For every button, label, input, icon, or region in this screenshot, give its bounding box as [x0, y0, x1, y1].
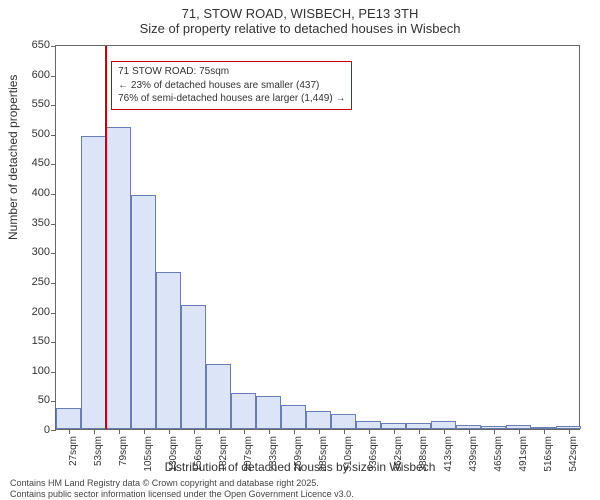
plot-area: 71 STOW ROAD: 75sqm← 23% of detached hou…: [55, 45, 580, 430]
y-tick-label: 550: [32, 98, 50, 110]
footer-line2: Contains public sector information licen…: [10, 489, 354, 500]
x-tick: [169, 429, 170, 434]
y-tick: [51, 283, 56, 284]
y-tick-label: 50: [38, 394, 50, 406]
x-tick: [469, 429, 470, 434]
annotation-line1: 71 STOW ROAD: 75sqm: [118, 65, 345, 79]
histogram-bar: [281, 405, 306, 429]
x-tick: [269, 429, 270, 434]
y-tick-label: 300: [32, 246, 50, 258]
y-axis-label: Number of detached properties: [6, 75, 20, 240]
y-tick: [51, 372, 56, 373]
y-tick-label: 0: [44, 424, 50, 436]
x-tick: [419, 429, 420, 434]
y-tick: [51, 253, 56, 254]
x-tick: [94, 429, 95, 434]
histogram-bar: [156, 272, 181, 429]
histogram-bar: [181, 305, 206, 429]
y-tick: [51, 342, 56, 343]
annotation-line2: ← 23% of detached houses are smaller (43…: [118, 79, 345, 93]
x-tick: [194, 429, 195, 434]
title-block: 71, STOW ROAD, WISBECH, PE13 3TH Size of…: [0, 0, 600, 36]
x-tick: [219, 429, 220, 434]
x-tick: [494, 429, 495, 434]
y-tick-label: 250: [32, 276, 50, 288]
x-tick: [544, 429, 545, 434]
histogram-bar: [306, 411, 331, 429]
x-tick: [69, 429, 70, 434]
y-tick-label: 500: [32, 128, 50, 140]
histogram-bar: [206, 364, 231, 429]
y-tick: [51, 164, 56, 165]
y-tick: [51, 401, 56, 402]
y-tick-label: 200: [32, 306, 50, 318]
histogram-bar: [131, 195, 156, 429]
y-tick: [51, 46, 56, 47]
y-tick: [51, 313, 56, 314]
annotation-line3: 76% of semi-detached houses are larger (…: [118, 92, 345, 106]
y-tick-label: 600: [32, 69, 50, 81]
y-tick: [51, 194, 56, 195]
y-tick: [51, 224, 56, 225]
x-tick: [319, 429, 320, 434]
x-tick: [344, 429, 345, 434]
y-tick: [51, 430, 56, 431]
y-tick-label: 100: [32, 365, 50, 377]
x-tick: [394, 429, 395, 434]
y-tick-label: 400: [32, 187, 50, 199]
y-tick: [51, 105, 56, 106]
x-tick: [519, 429, 520, 434]
x-tick: [444, 429, 445, 434]
reference-line: [105, 46, 107, 429]
histogram-bar: [356, 421, 381, 429]
x-tick: [119, 429, 120, 434]
histogram-bar: [331, 414, 356, 429]
y-tick-label: 350: [32, 217, 50, 229]
annotation-box: 71 STOW ROAD: 75sqm← 23% of detached hou…: [111, 61, 352, 110]
x-tick: [569, 429, 570, 434]
y-tick: [51, 135, 56, 136]
histogram-bar: [81, 136, 106, 429]
y-tick-label: 150: [32, 335, 50, 347]
histogram-bar: [431, 421, 456, 429]
footer-line1: Contains HM Land Registry data © Crown c…: [10, 478, 354, 489]
y-tick-label: 650: [32, 39, 50, 51]
x-tick: [294, 429, 295, 434]
x-tick: [369, 429, 370, 434]
x-tick: [244, 429, 245, 434]
histogram-bar: [106, 127, 131, 429]
histogram-bar: [256, 396, 281, 429]
histogram-bar: [56, 408, 81, 429]
y-tick: [51, 76, 56, 77]
chart-container: 71, STOW ROAD, WISBECH, PE13 3TH Size of…: [0, 0, 600, 500]
title-line1: 71, STOW ROAD, WISBECH, PE13 3TH: [0, 6, 600, 21]
y-tick-label: 450: [32, 157, 50, 169]
footer-attribution: Contains HM Land Registry data © Crown c…: [10, 478, 354, 500]
histogram-bar: [231, 393, 256, 429]
title-line2: Size of property relative to detached ho…: [0, 21, 600, 36]
x-axis-label: Distribution of detached houses by size …: [0, 460, 600, 474]
x-tick: [144, 429, 145, 434]
